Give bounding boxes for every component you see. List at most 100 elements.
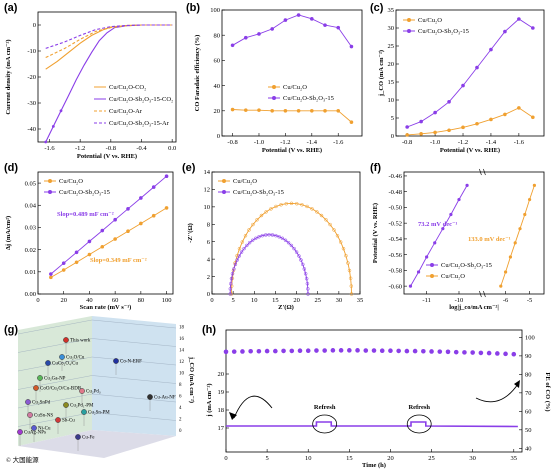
y-tick-label: -20	[27, 74, 36, 81]
fe-point	[495, 351, 500, 356]
current-trace	[226, 421, 518, 428]
data-point	[240, 240, 245, 244]
data-point	[346, 261, 350, 265]
y-tick-label: -10	[27, 48, 36, 55]
data-point	[518, 227, 522, 231]
comparison-point	[17, 429, 23, 435]
data-point	[292, 246, 296, 251]
data-point	[267, 232, 271, 237]
y-tick-label: -0.46	[388, 173, 402, 180]
data-point	[305, 204, 309, 209]
y-tick-label: 14	[204, 169, 211, 176]
point-label: CuCo₂O₄/Cu	[52, 362, 78, 367]
y-tick-label: -0.50	[388, 205, 402, 212]
fe-point	[264, 348, 270, 354]
data-point	[302, 267, 307, 271]
data-point	[489, 47, 493, 52]
axis-break	[483, 290, 486, 298]
comparison-point	[37, 375, 43, 381]
y-axis-label: j (mA cm⁻²)	[206, 383, 213, 417]
x-tick-label: 30	[336, 297, 343, 304]
data-point	[257, 108, 261, 112]
data-point	[531, 115, 535, 120]
data-point	[237, 254, 242, 258]
point-label: Cu₂Ga-NP	[44, 377, 66, 382]
fe-point	[445, 349, 451, 355]
data-point	[296, 109, 301, 113]
data-point	[242, 246, 246, 251]
plot-frame-f	[403, 171, 545, 295]
data-point	[235, 253, 239, 258]
legend-marker	[222, 190, 226, 194]
legend-entry: Cu/Cu₂O-Sb₂O₃-15	[233, 189, 284, 196]
fe-point	[388, 348, 393, 354]
data-point	[508, 255, 512, 259]
data-point	[51, 125, 55, 128]
comparison-point	[25, 399, 31, 405]
fe-point	[240, 349, 245, 354]
slope-annotation: Slop=0.349 mF cm⁻²	[90, 257, 147, 264]
y-tick-label: 0.01	[25, 269, 36, 276]
legend-entry: Cu/Cu₂O-Sb₂O₃-15-Ar	[109, 120, 170, 127]
data-point	[283, 238, 288, 243]
data-point	[232, 267, 236, 271]
panel-letter: (f)	[370, 162, 381, 174]
data-point	[503, 112, 507, 117]
y-tick-label: 80	[214, 32, 221, 39]
data-point	[283, 109, 288, 113]
fe-point	[462, 350, 467, 355]
y-tick-label: 60	[525, 409, 532, 416]
comparison-point	[31, 425, 37, 431]
data-point	[250, 238, 255, 243]
y-tick-label: 40	[525, 446, 532, 453]
grid-line	[17, 319, 93, 335]
legend-entry: Cu/Cu₂O-CO₂	[109, 84, 146, 91]
y-tick-label: -0.56	[388, 252, 402, 259]
data-point	[100, 244, 105, 249]
z-tick-label: 12	[179, 360, 185, 365]
data-point	[461, 125, 465, 130]
y-tick-label: 0.00	[25, 291, 36, 298]
legend-marker	[222, 179, 226, 183]
point-label: Cu₂Pd₃	[86, 390, 101, 395]
data-point	[270, 109, 274, 113]
grid-line	[17, 412, 93, 427]
comparison-point	[63, 337, 69, 343]
nyquist-arc-1	[229, 234, 309, 295]
y-tick-label: 4	[207, 256, 211, 263]
data-point	[269, 207, 273, 211]
y-tick-label: 0	[207, 291, 210, 298]
data-point	[310, 207, 314, 211]
x-tick-label: -1.0	[254, 139, 264, 146]
fit-line-d-0	[50, 207, 167, 278]
z-tick-label: 16	[179, 337, 185, 342]
x-tick-label: 0	[36, 297, 39, 304]
x-tick-label: 10	[305, 455, 312, 462]
fe-point	[486, 350, 492, 356]
fe-point	[511, 351, 517, 357]
x-tick-label: -1.2	[280, 139, 290, 146]
y-tick-label: 40	[214, 83, 221, 90]
y-tick-label: -0.54	[388, 236, 402, 243]
fe-point	[429, 349, 434, 354]
x-tick-label: 0	[210, 297, 213, 304]
legend-entry: Cu/Cu₂O-Sb₂O₃-15	[59, 189, 110, 196]
data-point	[349, 120, 354, 124]
plot-frame-e	[211, 171, 361, 295]
data-point	[229, 276, 234, 281]
fe-point	[223, 349, 229, 355]
y-tick-label: 12	[204, 187, 211, 194]
data-point	[139, 196, 143, 200]
data-point	[517, 17, 521, 21]
data-point	[433, 241, 437, 245]
x-axis-label: Potential (V vs. RHE)	[77, 153, 137, 160]
refresh-label: Refresh	[314, 404, 336, 411]
data-point	[274, 204, 278, 209]
fe-point	[314, 348, 319, 353]
x-axis-label: Potential (V vs. RHE)	[440, 147, 500, 154]
fe-point	[363, 348, 369, 353]
data-point	[49, 275, 53, 280]
data-point	[87, 252, 92, 257]
data-point	[87, 239, 92, 244]
data-point	[228, 287, 233, 291]
